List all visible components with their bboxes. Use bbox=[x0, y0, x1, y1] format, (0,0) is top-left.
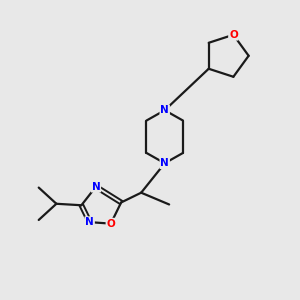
Text: N: N bbox=[160, 105, 169, 115]
Text: N: N bbox=[85, 217, 94, 227]
Text: N: N bbox=[92, 182, 100, 192]
Text: N: N bbox=[160, 158, 169, 168]
Text: O: O bbox=[106, 219, 115, 229]
Text: O: O bbox=[229, 30, 238, 40]
